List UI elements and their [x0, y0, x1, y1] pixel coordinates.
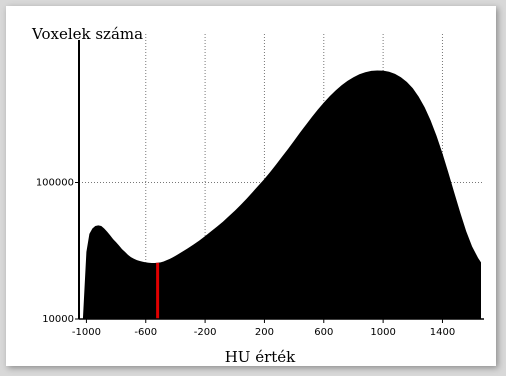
- x-axis-label: HU érték: [225, 348, 296, 366]
- x-tick-label: -1000: [72, 327, 101, 338]
- chart-frame: Voxelek száma HU érték -1000 -600 -200 200 6…: [6, 6, 496, 366]
- y-tick-label: 100000: [36, 178, 74, 189]
- y-tick-labels: 100000 10000: [36, 178, 79, 325]
- axes: [78, 40, 484, 320]
- x-tick-label: -200: [194, 327, 217, 338]
- x-tick-label: 200: [255, 327, 274, 338]
- x-tick-labels: -1000 -600 -200 200 600 1000 1400: [72, 319, 455, 338]
- x-tick-label: -600: [134, 327, 157, 338]
- x-tick-label: 1400: [430, 327, 455, 338]
- y-axis-label: Voxelek száma: [31, 25, 143, 43]
- histogram-area: [82, 70, 481, 319]
- x-tick-label: 600: [314, 327, 333, 338]
- histogram-chart: Voxelek száma HU érték -1000 -600 -200 200 6…: [31, 25, 484, 366]
- x-tick-label: 1000: [370, 327, 395, 338]
- y-tick-label: 10000: [42, 314, 74, 325]
